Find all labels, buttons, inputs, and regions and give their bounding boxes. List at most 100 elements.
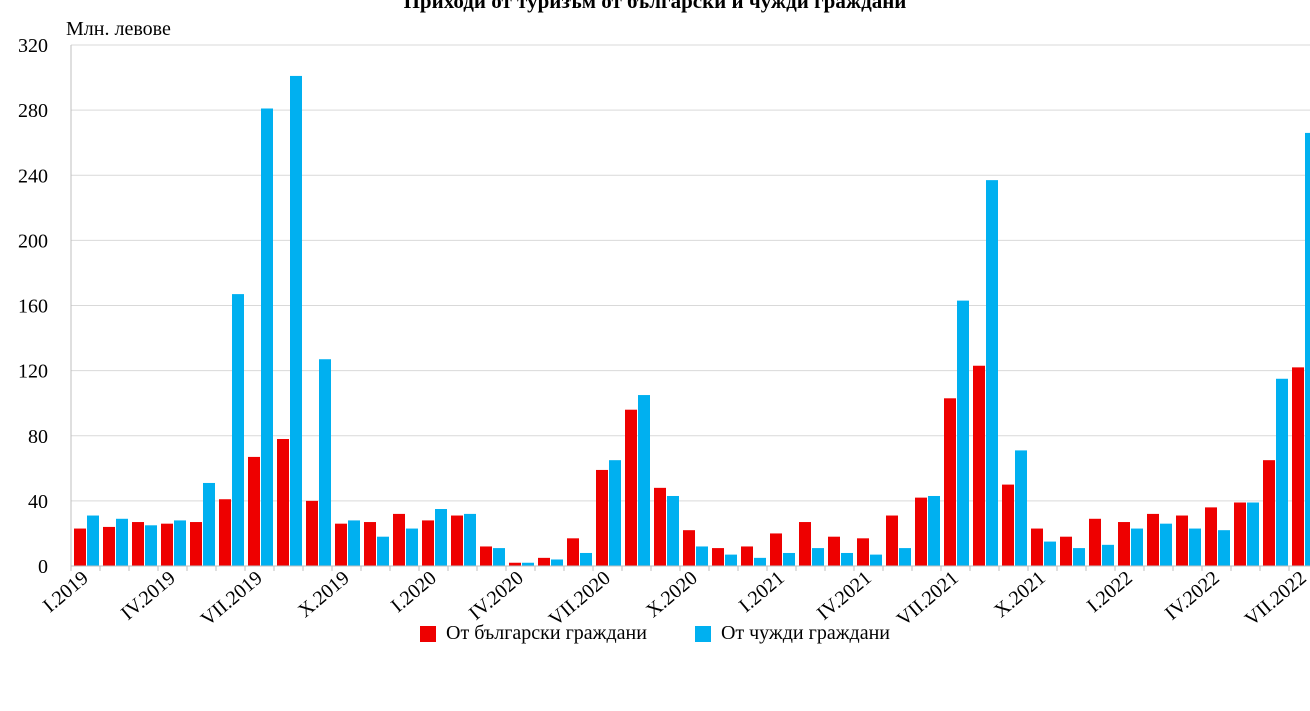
bar-bulgarian (828, 536, 840, 566)
bar-bulgarian (1147, 513, 1159, 566)
bar-bulgarian (132, 522, 144, 566)
axes (70, 45, 1310, 571)
bar-bulgarian (973, 365, 985, 566)
bar-bulgarian (1060, 536, 1072, 566)
bar-foreign (174, 520, 186, 566)
bar-bulgarian (915, 497, 927, 566)
bar-foreign (667, 495, 679, 566)
bar-bulgarian (538, 557, 550, 566)
bar-bulgarian (886, 515, 898, 566)
bar-bulgarian (857, 538, 869, 566)
bar-bulgarian (625, 409, 637, 566)
bar-bulgarian (654, 487, 666, 566)
bar-bulgarian (712, 548, 724, 566)
bar-bulgarian (1031, 528, 1043, 566)
bar-foreign (1131, 528, 1143, 566)
bar-foreign (1102, 544, 1114, 566)
bar-foreign (522, 562, 534, 566)
bar-bulgarian (480, 546, 492, 566)
y-tick-label: 200 (18, 230, 48, 252)
x-tick-label: I.2021 (735, 567, 789, 617)
bar-foreign (986, 180, 998, 566)
gridlines (71, 44, 1310, 502)
bar-bulgarian (190, 522, 202, 566)
bar-foreign (696, 546, 708, 566)
bar-bulgarian (248, 456, 260, 566)
bar-bulgarian (306, 500, 318, 566)
y-tick-label: 120 (18, 361, 48, 383)
bar-foreign (203, 482, 215, 566)
bar-foreign (1276, 378, 1288, 566)
bar-foreign (957, 300, 969, 566)
bar-foreign (464, 513, 476, 566)
bar-foreign (1160, 523, 1172, 566)
bar-bulgarian (103, 526, 115, 566)
bar-foreign (1218, 530, 1230, 566)
x-tick-label: X.2020 (642, 567, 702, 622)
bar-bulgarian (1176, 515, 1188, 566)
bar-foreign (725, 554, 737, 566)
bar-foreign (1247, 502, 1259, 566)
x-tick-label: X.2021 (990, 567, 1050, 622)
bar-bulgarian (596, 469, 608, 566)
bar-foreign (87, 515, 99, 566)
bar-foreign (290, 75, 302, 566)
x-tick-label: X.2019 (294, 567, 354, 622)
legend-swatch-bulgarian (420, 625, 437, 642)
bar-foreign (812, 548, 824, 566)
y-tick-label: 40 (28, 491, 48, 513)
bar-foreign (928, 495, 940, 566)
bar-bulgarian (364, 522, 376, 566)
y-axis-ticks: 0 40 80 120 160 200 240 280 320 (18, 35, 48, 578)
bar-bulgarian (567, 538, 579, 566)
bar-foreign (493, 548, 505, 566)
bar-bulgarian (277, 439, 289, 566)
y-tick-label: 280 (18, 100, 48, 122)
legend-label-foreign: От чужди граждани (720, 622, 890, 644)
bar-foreign (377, 536, 389, 566)
bar-bulgarian (451, 515, 463, 566)
bar-foreign (638, 395, 650, 566)
bar-foreign (754, 557, 766, 566)
x-tick-label: IV.2021 (813, 567, 876, 625)
bar-foreign (435, 509, 447, 566)
bar-foreign (870, 554, 882, 566)
bar-foreign (1305, 132, 1310, 566)
x-tick-label: I.2022 (1083, 567, 1137, 617)
bar-foreign (551, 559, 563, 566)
bar-bulgarian (219, 499, 231, 566)
bar-foreign (609, 460, 621, 566)
bar-bulgarian (683, 530, 695, 566)
bar-foreign (580, 552, 592, 566)
x-tick-label: IV.2019 (117, 567, 180, 625)
legend-label-bulgarian: От български граждани (446, 622, 647, 644)
bar-foreign (1015, 450, 1027, 566)
bar-foreign (348, 520, 360, 566)
chart-title: Приходи от туризъм от български и чужди … (404, 0, 907, 13)
bar-foreign (1044, 541, 1056, 566)
legend: От български граждани От чужди граждани (0, 622, 1310, 645)
bar-foreign (1073, 548, 1085, 566)
legend-item-bulgarian: От български граждани (420, 622, 647, 645)
y-tick-label: 160 (18, 296, 48, 318)
bar-bulgarian (1002, 484, 1014, 566)
bar-foreign (899, 548, 911, 566)
bar-bulgarian (161, 523, 173, 566)
bar-bulgarian (1089, 518, 1101, 566)
bar-foreign (406, 528, 418, 566)
x-tick-label: I.2020 (387, 567, 441, 617)
bar-bulgarian (422, 520, 434, 566)
bar-bulgarian (770, 533, 782, 566)
y-axis-label: Млн. левове (66, 18, 171, 40)
bar-bulgarian (1205, 507, 1217, 566)
y-tick-label: 320 (18, 35, 48, 57)
bar-foreign (783, 552, 795, 566)
bar-bulgarian (509, 562, 521, 566)
y-tick-label: 240 (18, 165, 48, 187)
bar-foreign (841, 552, 853, 566)
x-tick-label: IV.2022 (1161, 567, 1224, 625)
bar-foreign (116, 518, 128, 566)
bar-bulgarian (335, 523, 347, 566)
bars (74, 75, 1310, 566)
